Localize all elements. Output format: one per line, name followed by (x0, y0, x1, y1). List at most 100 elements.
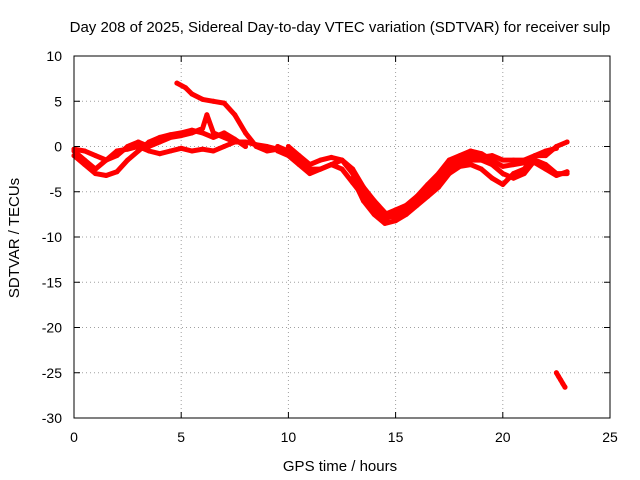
data-point (521, 166, 527, 172)
data-point (436, 171, 441, 177)
data-point (307, 171, 313, 177)
x-tick-label: 15 (388, 429, 404, 445)
series-track-6 (275, 148, 570, 222)
data-point (103, 173, 109, 178)
data-point (500, 163, 506, 169)
x-tick-label: 0 (70, 429, 78, 445)
data-point (157, 134, 163, 140)
data-point (210, 134, 216, 140)
data-point (532, 160, 538, 166)
data-point (360, 198, 366, 204)
data-point (200, 96, 206, 102)
data-point (221, 144, 227, 149)
data-point (500, 171, 506, 177)
data-point (350, 171, 356, 177)
data-point (125, 146, 131, 152)
data-point (446, 157, 452, 163)
data-point (200, 146, 206, 152)
series-track-3 (71, 139, 238, 163)
data-point (264, 148, 270, 154)
data-point (521, 171, 527, 177)
data-point (543, 148, 549, 154)
data-point (382, 220, 388, 226)
x-tick-label: 20 (495, 429, 511, 445)
data-point (135, 139, 141, 145)
y-tick-label: -5 (50, 184, 63, 200)
data-point (157, 139, 163, 145)
data-point (232, 139, 238, 145)
data-point (564, 139, 570, 145)
data-point (168, 148, 173, 154)
data-point (125, 157, 131, 163)
data-point (468, 153, 474, 159)
data-point (489, 175, 495, 181)
data-point (478, 157, 484, 163)
data-point (543, 153, 549, 159)
data-point (382, 211, 388, 217)
data-point (553, 173, 559, 178)
data-point (457, 163, 463, 169)
data-point (221, 130, 227, 136)
y-tick-label: -25 (42, 365, 62, 381)
data-point (92, 171, 98, 177)
x-tick-label: 10 (281, 429, 297, 445)
data-point (146, 139, 152, 145)
data-point (511, 157, 516, 163)
data-point (339, 157, 345, 163)
data-point (446, 171, 452, 177)
data-point (371, 202, 377, 208)
data-point (468, 148, 474, 154)
y-tick-label: -15 (42, 274, 62, 290)
data-point (178, 145, 184, 151)
data-point (511, 171, 516, 177)
data-point (371, 211, 377, 217)
data-point (204, 112, 210, 118)
data-point (560, 381, 566, 387)
data-point (135, 144, 141, 149)
data-point (200, 125, 206, 131)
grid (74, 56, 610, 418)
data-point (393, 211, 399, 217)
y-tick-label: 10 (46, 48, 62, 64)
data-point (318, 166, 324, 172)
data-point (92, 153, 98, 159)
data-point (543, 166, 549, 172)
data-point (200, 130, 206, 136)
data-point (328, 154, 334, 160)
data-point (178, 130, 184, 136)
data-point (478, 151, 484, 157)
data-point (275, 144, 281, 149)
y-tick-label: 5 (54, 93, 62, 109)
data-point (425, 182, 431, 187)
data-point (189, 148, 195, 154)
x-tick-label: 5 (177, 429, 185, 445)
data-point (403, 202, 409, 208)
data-point (210, 148, 216, 154)
data-point (210, 98, 216, 104)
data-layer (71, 80, 570, 390)
x-axis-label: GPS time / hours (283, 458, 397, 475)
y-tick-label: -10 (42, 229, 62, 245)
data-point (350, 175, 356, 181)
data-point (403, 211, 409, 217)
data-point (296, 162, 302, 168)
data-point (243, 144, 248, 149)
data-point (264, 144, 270, 149)
data-point (135, 148, 141, 154)
data-point (468, 157, 474, 163)
data-point (393, 207, 399, 213)
data-point (296, 153, 302, 159)
data-point (114, 169, 120, 175)
data-point (307, 162, 313, 168)
y-tick-label: -30 (42, 410, 62, 426)
data-point (114, 148, 120, 154)
data-point (393, 218, 399, 224)
data-point (457, 153, 463, 159)
data-point (553, 145, 559, 151)
data-point (157, 151, 163, 157)
data-point (436, 184, 441, 190)
y-tick-label: -20 (42, 320, 62, 336)
data-point (285, 144, 291, 149)
data-point (339, 166, 345, 172)
